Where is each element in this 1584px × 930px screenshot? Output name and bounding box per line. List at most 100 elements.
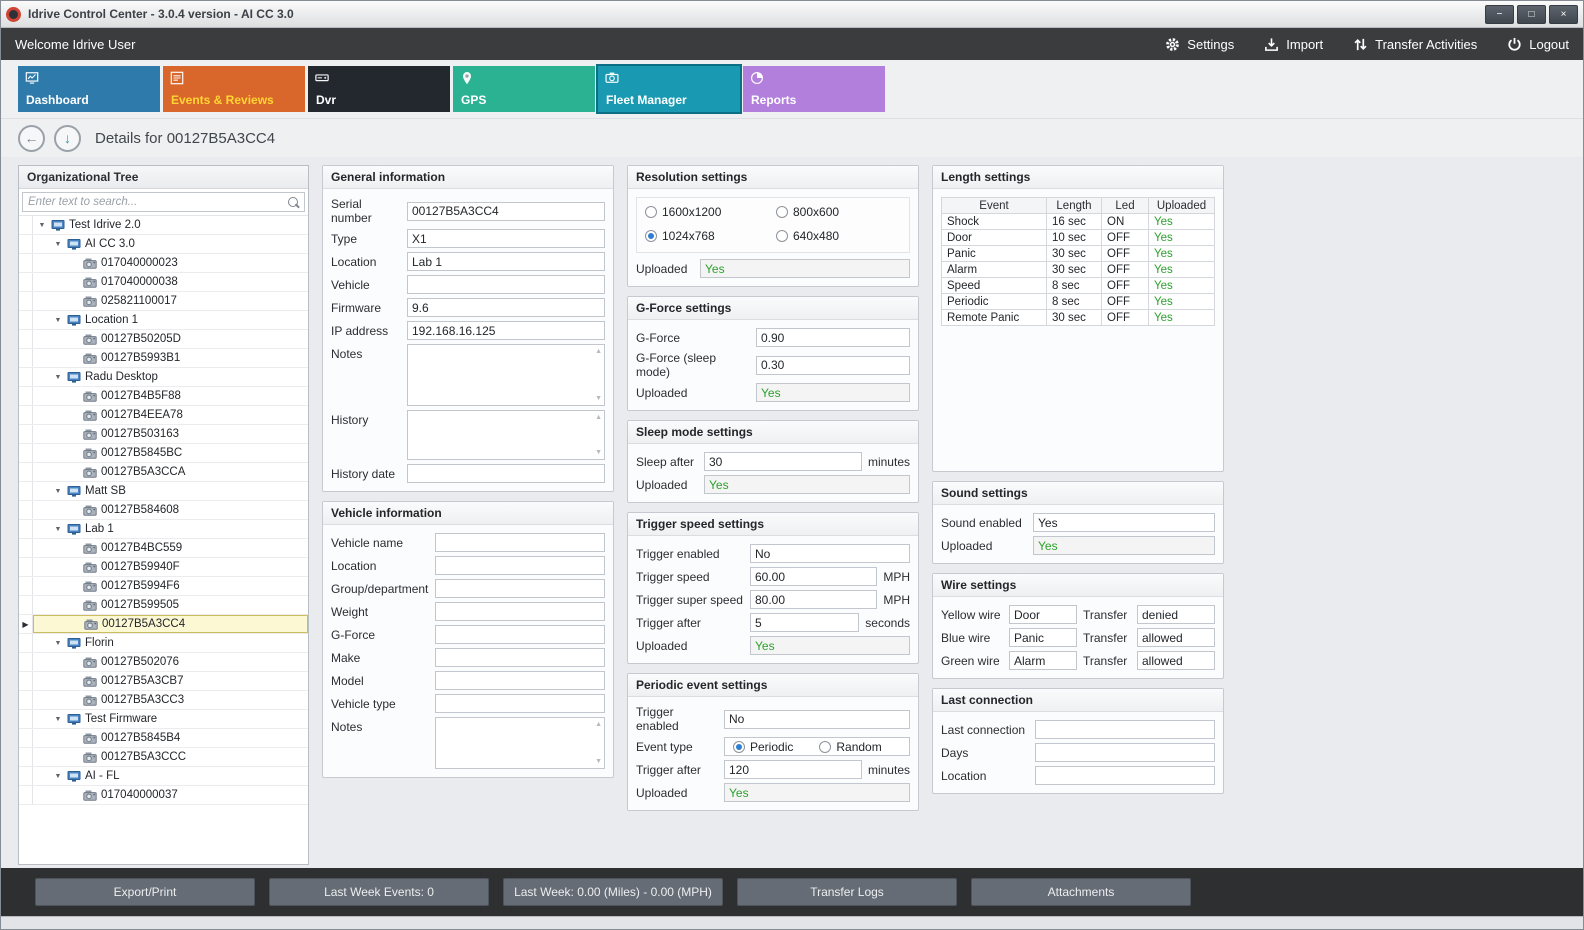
expand-arrow-icon[interactable]: ▼ [38, 221, 46, 229]
tree-item[interactable]: ▼ AI CC 3.0 [19, 235, 308, 254]
last-connection-field[interactable] [1035, 720, 1215, 739]
tree-item[interactable]: 00127B4B5F88 [19, 387, 308, 406]
export-print-button[interactable]: Export/Print [35, 878, 255, 906]
scroll-up-icon[interactable]: ▲ [595, 414, 602, 421]
radio-random[interactable]: Random [819, 740, 882, 754]
minimize-button[interactable]: − [1485, 4, 1514, 24]
radio-1600x1200[interactable]: 1600x1200 [645, 205, 776, 219]
tree-item[interactable]: 00127B5A3CCA [19, 463, 308, 482]
green-wire-field[interactable]: Alarm [1009, 651, 1077, 670]
tree-item[interactable]: 025821100017 [19, 292, 308, 311]
tree-item[interactable]: 00127B502076 [19, 653, 308, 672]
g-force-field[interactable]: 0.90 [756, 328, 910, 347]
tab-fleet-manager[interactable]: Fleet Manager [596, 64, 742, 114]
trigger-speed-field[interactable]: 60.00 [750, 567, 878, 586]
expand-arrow-icon[interactable]: ▼ [54, 525, 62, 533]
tree-item[interactable]: ▼ Location 1 [19, 311, 308, 330]
table-row[interactable]: Periodic 8 sec OFF Yes [941, 293, 1215, 310]
expand-arrow-icon[interactable]: ▼ [54, 772, 62, 780]
tree-item[interactable]: ▶ 00127B5A3CC4 [19, 615, 308, 634]
import-button[interactable]: Import [1264, 37, 1323, 52]
g-force-sleep-mode-field[interactable]: 0.30 [756, 355, 910, 375]
trigger-after-field[interactable]: 5 [750, 613, 860, 632]
maximize-button[interactable]: □ [1517, 4, 1546, 24]
serial-number-field[interactable]: 00127B5A3CC4 [407, 201, 605, 221]
down-arrow-button[interactable]: ↓ [54, 124, 81, 152]
trigger-enabled-field[interactable]: No [724, 709, 910, 729]
yellow-wire-field[interactable]: Door [1009, 605, 1077, 624]
tree-item[interactable]: 00127B5A3CC3 [19, 691, 308, 710]
tab-dvr[interactable]: Dvr [308, 66, 450, 112]
tree-item[interactable]: ▼ Lab 1 [19, 520, 308, 539]
blue-wire-field[interactable]: Panic [1009, 628, 1077, 647]
history-textarea[interactable]: ▲ ▼ [407, 410, 605, 460]
trigger-enabled-field[interactable]: No [750, 544, 910, 563]
expand-arrow-icon[interactable]: ▼ [54, 715, 62, 723]
radio-640x480[interactable]: 640x480 [776, 229, 907, 243]
table-row[interactable]: Alarm 30 sec OFF Yes [941, 261, 1215, 278]
tree-item[interactable]: 00127B4EEA78 [19, 406, 308, 425]
scroll-down-icon[interactable]: ▼ [595, 758, 602, 765]
location-field[interactable] [1035, 766, 1215, 785]
tree-item[interactable]: ▼ Matt SB [19, 482, 308, 501]
notes-textarea[interactable]: ▲ ▼ [407, 344, 605, 406]
ip-address-field[interactable]: 192.168.16.125 [407, 321, 605, 340]
tree-item[interactable]: 017040000023 [19, 254, 308, 273]
firmware-field[interactable]: 9.6 [407, 298, 605, 317]
sound-enabled-field[interactable]: Yes [1033, 513, 1215, 532]
sleep-after-field[interactable]: 30 [704, 452, 862, 471]
tree-item[interactable]: 017040000038 [19, 273, 308, 292]
location-field[interactable] [435, 556, 605, 575]
close-button[interactable]: × [1549, 4, 1578, 24]
settings-button[interactable]: Settings [1165, 37, 1234, 52]
trigger-after-field[interactable]: 120 [724, 760, 862, 779]
tree-item[interactable]: 00127B59940F [19, 558, 308, 577]
make-field[interactable] [435, 648, 605, 667]
tree-item[interactable]: ▼ AI - FL [19, 767, 308, 786]
weight-field[interactable] [435, 602, 605, 621]
tree-item[interactable]: 00127B5A3CB7 [19, 672, 308, 691]
green-wire-transfer-field[interactable]: allowed [1137, 651, 1215, 670]
transfer-logs-button[interactable]: Transfer Logs [737, 878, 957, 906]
table-row[interactable]: Speed 8 sec OFF Yes [941, 277, 1215, 294]
tab-gps[interactable]: GPS [453, 66, 595, 112]
tree-item[interactable]: 00127B5845BC [19, 444, 308, 463]
table-row[interactable]: Door 10 sec OFF Yes [941, 229, 1215, 246]
scroll-up-icon[interactable]: ▲ [595, 348, 602, 355]
table-row[interactable]: Panic 30 sec OFF Yes [941, 245, 1215, 262]
tree-item[interactable]: 00127B584608 [19, 501, 308, 520]
last-week-events-0-button[interactable]: Last Week Events: 0 [269, 878, 489, 906]
blue-wire-transfer-field[interactable]: allowed [1137, 628, 1215, 647]
logout-button[interactable]: Logout [1507, 37, 1569, 52]
expand-arrow-icon[interactable]: ▼ [54, 240, 62, 248]
tab-reports[interactable]: Reports [743, 66, 885, 112]
tree-item[interactable]: 00127B5A3CCC [19, 748, 308, 767]
tree-item[interactable]: 00127B5845B4 [19, 729, 308, 748]
tree-item[interactable]: 00127B50205D [19, 330, 308, 349]
history-date-field[interactable] [407, 464, 605, 483]
location-field[interactable]: Lab 1 [407, 252, 605, 271]
tree-item[interactable]: 00127B503163 [19, 425, 308, 444]
scroll-up-icon[interactable]: ▲ [595, 721, 602, 728]
tab-dashboard[interactable]: Dashboard [18, 66, 160, 112]
expand-arrow-icon[interactable]: ▼ [54, 487, 62, 495]
last-week-0-00-miles-0-00-mph-button[interactable]: Last Week: 0.00 (Miles) - 0.00 (MPH) [503, 878, 723, 906]
yellow-wire-transfer-field[interactable]: denied [1137, 605, 1215, 624]
tree-item[interactable]: ▼ Florin [19, 634, 308, 653]
tab-events-reviews[interactable]: Events & Reviews [163, 66, 305, 112]
notes-textarea[interactable]: ▲ ▼ [435, 717, 605, 769]
type-field[interactable]: X1 [407, 229, 605, 248]
search-input[interactable] [22, 192, 305, 212]
scroll-down-icon[interactable]: ▼ [595, 395, 602, 402]
radio-periodic[interactable]: Periodic [733, 740, 793, 754]
tree-item[interactable]: 00127B5994F6 [19, 577, 308, 596]
expand-arrow-icon[interactable]: ▼ [54, 316, 62, 324]
column-header-event[interactable]: Event [941, 197, 1047, 214]
table-row[interactable]: Shock 16 sec ON Yes [941, 213, 1215, 230]
tree-item[interactable]: 00127B5993B1 [19, 349, 308, 368]
expand-arrow-icon[interactable]: ▼ [54, 639, 62, 647]
model-field[interactable] [435, 671, 605, 690]
table-row[interactable]: Remote Panic 30 sec OFF Yes [941, 309, 1215, 326]
trigger-super-speed-field[interactable]: 80.00 [750, 590, 878, 609]
transfer-activities-button[interactable]: Transfer Activities [1353, 37, 1477, 52]
